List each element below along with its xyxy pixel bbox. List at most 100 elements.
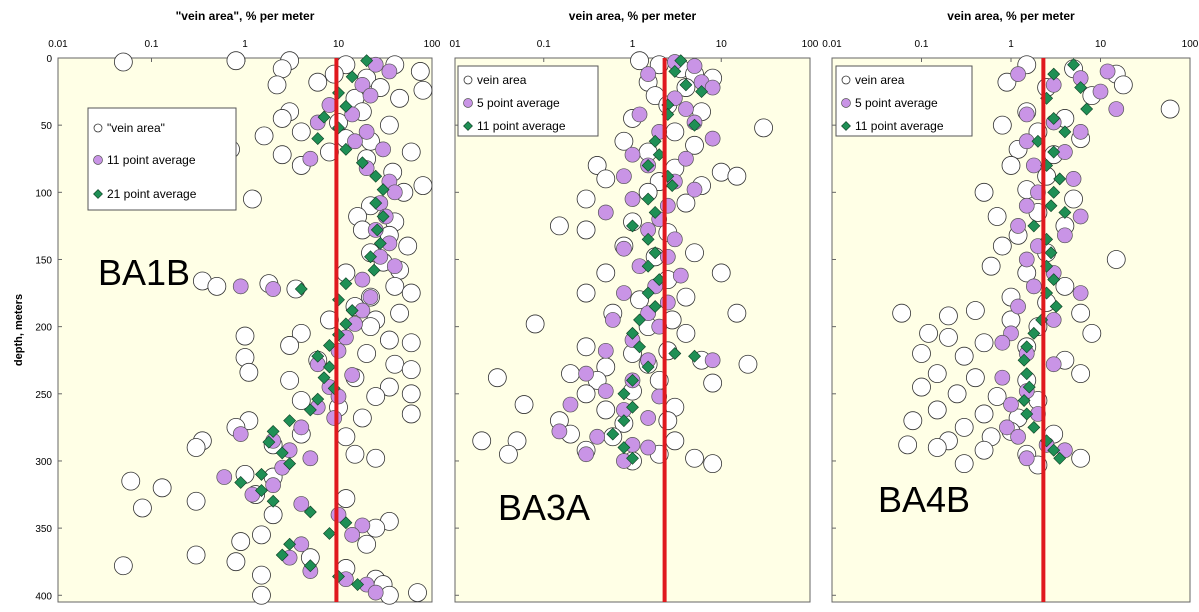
raw-point (336, 489, 356, 508)
small-average-point (624, 146, 641, 163)
panel-title: vein area, % per meter (947, 9, 1075, 23)
small-average-point (631, 106, 648, 123)
large-average-point (626, 373, 639, 387)
large-average-point (641, 232, 655, 246)
small-average-point (293, 419, 310, 436)
y-tick-label: 100 (35, 188, 52, 199)
large-average-point (1053, 172, 1067, 186)
raw-point (596, 400, 616, 420)
raw-point (1071, 303, 1091, 323)
large-average-point (1020, 407, 1034, 421)
y-axis-label: depth, meters (13, 294, 25, 366)
raw-point (596, 263, 616, 283)
small-average-point (659, 248, 676, 265)
small-average-point (1072, 285, 1089, 301)
raw-point (987, 387, 1007, 406)
small-average-point (362, 289, 379, 305)
small-average-point (624, 191, 641, 207)
small-average-point (326, 410, 343, 426)
small-average-point (347, 133, 363, 150)
legend-label: 11 point average (107, 153, 196, 167)
raw-point (254, 126, 274, 146)
raw-point (898, 435, 918, 455)
small-average-point (640, 439, 656, 456)
raw-point (186, 545, 206, 565)
large-average-point (376, 183, 390, 197)
large-average-point (275, 548, 289, 562)
panel-title: vein area, % per meter (569, 9, 697, 23)
small-average-point (1010, 298, 1026, 315)
y-tick-label: 250 (35, 390, 52, 401)
raw-point (903, 411, 923, 431)
raw-point (398, 236, 418, 256)
raw-point (401, 360, 421, 380)
small-average-point (232, 278, 249, 295)
small-average-point (1099, 63, 1116, 80)
raw-point (514, 395, 534, 414)
raw-point (413, 176, 433, 196)
raw-point (408, 583, 427, 602)
small-average-point (1045, 312, 1062, 328)
legend-marker-large-average (93, 189, 103, 199)
panel-title: "vein area", % per meter (176, 9, 315, 23)
raw-point (366, 448, 386, 468)
small-average-point (354, 77, 371, 93)
large-average-point (641, 286, 655, 300)
large-average-point (317, 110, 331, 124)
large-average-point (311, 392, 325, 406)
raw-point (272, 145, 292, 165)
large-average-point (1058, 206, 1072, 219)
large-average-point (303, 505, 317, 519)
large-average-point (234, 476, 248, 489)
raw-point (727, 166, 747, 186)
small-average-point (1018, 106, 1035, 123)
raw-point (738, 354, 758, 374)
large-average-point (641, 259, 655, 273)
panel-ba4b: vein area, % per meter 0.01 0.1 1 10 100 vein … (822, 9, 1199, 603)
small-average-point (1108, 101, 1125, 117)
small-average-point (640, 66, 656, 82)
raw-point (954, 417, 974, 437)
raw-point (630, 51, 649, 71)
large-average-point (668, 65, 682, 78)
raw-point (239, 362, 259, 382)
x-tick-label: 0.1 (537, 39, 551, 50)
large-average-point (339, 99, 353, 113)
large-average-point (633, 313, 646, 327)
small-average-point (678, 150, 694, 167)
large-average-point (1027, 420, 1041, 434)
large-average-point (294, 282, 308, 296)
raw-point (676, 287, 696, 307)
small-average-point (616, 285, 632, 301)
large-average-point (633, 340, 646, 354)
raw-point (974, 333, 994, 353)
raw-point (252, 525, 271, 545)
large-average-point (323, 339, 336, 352)
raw-point (912, 344, 931, 363)
small-average-point (994, 334, 1011, 351)
small-average-point (589, 428, 606, 445)
small-average-point (344, 526, 361, 543)
x-tick-label: 0.01 (48, 39, 68, 50)
small-average-point (216, 469, 233, 485)
raw-point (676, 323, 696, 343)
large-average-point (617, 441, 631, 454)
large-average-point (1080, 102, 1094, 116)
large-average-point (303, 403, 317, 417)
small-average-point (597, 204, 614, 221)
raw-point (754, 118, 773, 138)
large-average-point (345, 304, 359, 317)
raw-point (121, 471, 141, 491)
raw-point (357, 534, 377, 554)
raw-point (280, 370, 300, 390)
small-average-point (265, 477, 281, 493)
raw-point (1160, 99, 1180, 119)
large-average-point (617, 387, 631, 401)
small-average-point (578, 365, 594, 382)
large-average-point (369, 169, 383, 183)
small-average-point (344, 367, 361, 383)
raw-point (711, 162, 731, 182)
y-tick-label: 300 (35, 457, 52, 468)
large-average-point (626, 326, 639, 340)
x-tick-label: 1 (630, 39, 636, 50)
